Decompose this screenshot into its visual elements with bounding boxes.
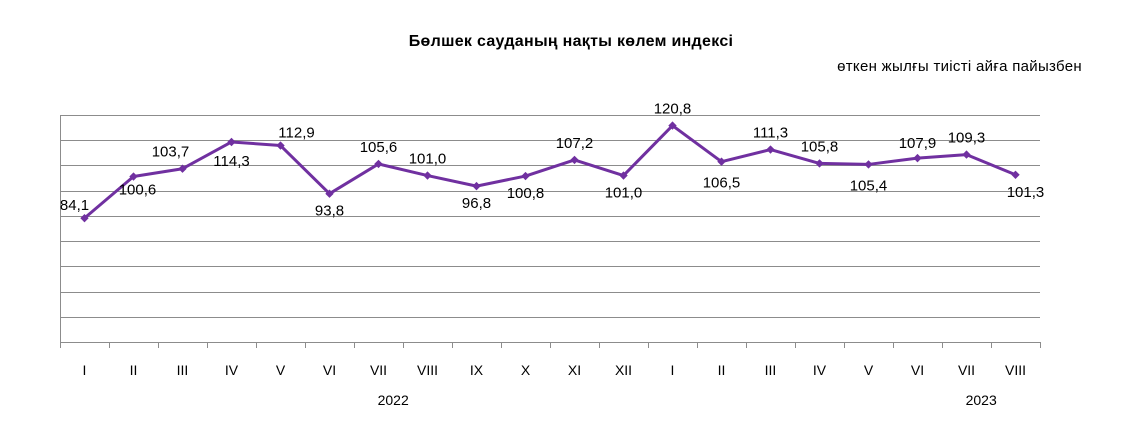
data-point	[766, 145, 775, 154]
year-label: 2023	[966, 392, 997, 408]
data-label: 100,6	[119, 182, 157, 199]
data-point	[178, 164, 187, 173]
data-label: 101,0	[605, 185, 643, 202]
data-label: 105,4	[850, 177, 888, 194]
data-point	[864, 160, 873, 169]
data-point	[80, 213, 89, 223]
data-label: 112,9	[278, 125, 314, 142]
x-tick-label: II	[718, 362, 726, 378]
x-tick-label: VII	[370, 362, 387, 378]
x-tick-label: I	[83, 362, 87, 378]
data-point	[619, 171, 628, 180]
series-line	[80, 121, 1020, 223]
data-labels: 84,1 100,6 103,7 114,3 112,9 93,8 105,6 101,0 96…	[60, 101, 1044, 220]
x-tick-label: VI	[323, 362, 336, 378]
data-label: 106,5	[703, 175, 741, 192]
data-label: 96,8	[462, 195, 491, 212]
data-point	[374, 159, 383, 169]
gridlines	[60, 115, 1040, 318]
series-path	[83, 124, 1017, 220]
data-point	[423, 171, 432, 180]
chart-subtitle: өткен жылғы тиісті айға пайызбен	[837, 58, 1082, 75]
data-point	[913, 153, 922, 163]
data-point	[668, 121, 677, 130]
data-point	[570, 155, 579, 165]
data-label: 101,3	[1007, 184, 1045, 201]
x-tick-labels: I II III IV V VI VII VIII IX X XI XII I II III IV V VI VII…	[83, 362, 1026, 378]
year-label: 2022	[378, 392, 409, 408]
x-tick-label: I	[671, 362, 675, 378]
x-tick-label: VII	[958, 362, 975, 378]
x-tick-label: VIII	[417, 362, 438, 378]
data-label: 105,6	[360, 139, 398, 156]
x-tick-label: II	[130, 362, 138, 378]
data-point	[815, 159, 824, 168]
x-tick-label: IV	[813, 362, 827, 378]
data-label: 84,1	[60, 197, 89, 214]
x-tick-label: IX	[470, 362, 484, 378]
data-point	[227, 137, 236, 147]
x-tick-label: V	[276, 362, 286, 378]
year-labels: 2022 2023	[378, 392, 997, 408]
data-label: 101,0	[409, 151, 447, 168]
x-tick-label: V	[864, 362, 874, 378]
data-label: 120,8	[654, 101, 692, 118]
data-point	[521, 171, 530, 181]
data-point	[1011, 170, 1020, 179]
axes	[60, 115, 1041, 348]
x-tick-label: VIII	[1005, 362, 1026, 378]
data-label: 100,8	[507, 185, 545, 202]
data-label: 103,7	[152, 144, 190, 161]
data-label: 109,3	[948, 130, 986, 147]
x-tick-label: X	[521, 362, 531, 378]
data-label: 107,2	[556, 135, 594, 152]
data-point	[325, 189, 334, 198]
data-label: 111,3	[753, 125, 788, 142]
x-tick-label: XI	[568, 362, 581, 378]
data-point	[472, 181, 481, 191]
x-tick-label: III	[177, 362, 189, 378]
chart-title: Бөлшек сауданың нақты көлем индексі	[408, 33, 734, 50]
x-tick-label: IV	[225, 362, 239, 378]
x-tick-label: XII	[615, 362, 632, 378]
data-point	[276, 141, 285, 150]
data-label: 105,8	[801, 138, 839, 155]
data-point	[129, 172, 138, 181]
data-label: 107,9	[899, 135, 937, 152]
data-point	[962, 150, 971, 159]
x-tick-label: III	[765, 362, 777, 378]
data-label: 114,3	[213, 153, 249, 170]
data-label: 93,8	[315, 203, 344, 220]
x-tick-label: VI	[911, 362, 924, 378]
data-point	[717, 157, 726, 166]
